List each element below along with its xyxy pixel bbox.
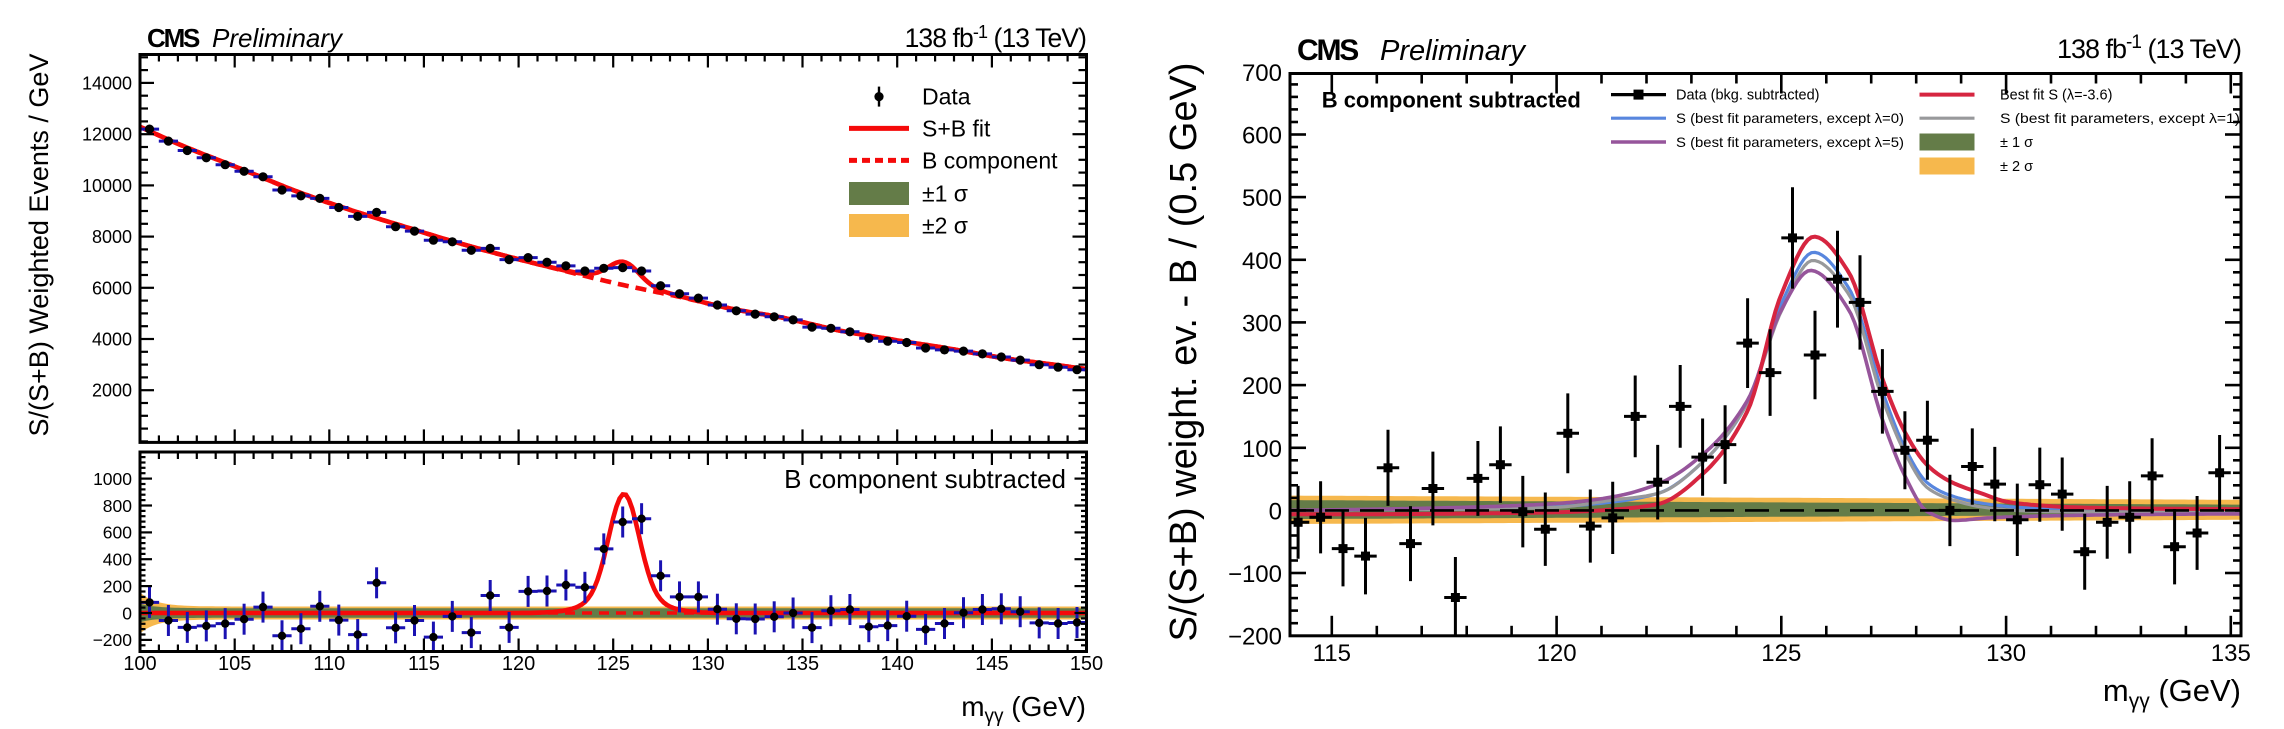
svg-text:1000: 1000 [93, 469, 132, 489]
svg-text:S (best fit parameters, except: S (best fit parameters, except λ=0) [1676, 110, 1904, 126]
svg-text:14000: 14000 [82, 73, 132, 93]
svg-text:100: 100 [1242, 436, 1282, 463]
svg-text:700: 700 [1242, 60, 1282, 87]
svg-text:400: 400 [103, 550, 132, 570]
svg-text:200: 200 [1242, 373, 1282, 400]
svg-text:500: 500 [1242, 185, 1282, 212]
svg-text:Data (bkg. subtracted): Data (bkg. subtracted) [1676, 88, 1819, 104]
svg-text:800: 800 [103, 496, 132, 516]
svg-text:4000: 4000 [92, 330, 132, 350]
svg-text:CMS: CMS [147, 23, 200, 53]
svg-text:400: 400 [1242, 248, 1282, 275]
svg-text:6000: 6000 [92, 278, 132, 298]
svg-text:B component: B component [922, 147, 1058, 173]
svg-text:± 2 σ: ± 2 σ [2000, 159, 2033, 175]
svg-text:120: 120 [1537, 640, 1577, 667]
svg-text:120: 120 [502, 653, 535, 675]
svg-text:−100: −100 [1228, 561, 1282, 588]
svg-text:130: 130 [1986, 640, 2026, 667]
svg-text:125: 125 [597, 653, 630, 675]
svg-text:150: 150 [1070, 653, 1103, 675]
svg-text:±1 σ: ±1 σ [922, 181, 968, 207]
svg-text:600: 600 [1242, 123, 1282, 150]
svg-text:105: 105 [218, 653, 251, 675]
svg-text:S (best fit parameters, except: S (best fit parameters, except λ=5) [1676, 134, 1904, 150]
svg-text:S+B fit: S+B fit [922, 115, 991, 141]
svg-text:135: 135 [786, 653, 819, 675]
svg-text:2000: 2000 [92, 381, 132, 401]
svg-text:110: 110 [313, 653, 345, 675]
svg-text:300: 300 [1242, 310, 1282, 337]
svg-text:115: 115 [1313, 640, 1351, 667]
svg-text:mγγ (GeV): mγγ (GeV) [961, 691, 1086, 727]
svg-text:±2 σ: ±2 σ [922, 213, 968, 239]
svg-text:130: 130 [691, 653, 724, 675]
svg-text:100: 100 [123, 653, 156, 675]
svg-text:mγγ (GeV): mγγ (GeV) [2103, 673, 2241, 713]
svg-text:± 1 σ: ± 1 σ [2000, 135, 2033, 151]
svg-text:−200: −200 [93, 630, 133, 650]
svg-text:0: 0 [1269, 498, 1282, 525]
svg-text:125: 125 [1761, 640, 1801, 667]
svg-text:Preliminary: Preliminary [212, 23, 344, 53]
svg-text:12000: 12000 [82, 125, 132, 145]
svg-text:−200: −200 [1228, 624, 1282, 651]
svg-text:200: 200 [103, 576, 132, 596]
svg-text:115: 115 [408, 653, 440, 675]
svg-text:Preliminary: Preliminary [1380, 35, 1527, 67]
svg-text:138 fb-1 (13 TeV): 138 fb-1 (13 TeV) [905, 22, 1087, 53]
svg-text:138 fb-1 (13 TeV): 138 fb-1 (13 TeV) [2057, 32, 2241, 64]
svg-text:8000: 8000 [92, 227, 132, 247]
svg-text:140: 140 [881, 653, 914, 675]
svg-text:135: 135 [2211, 640, 2251, 667]
svg-text:0: 0 [122, 603, 132, 623]
svg-text:B component subtracted: B component subtracted [784, 464, 1066, 494]
svg-text:Best fit S (λ=-3.6): Best fit S (λ=-3.6) [2000, 88, 2112, 104]
svg-text:CMS: CMS [1297, 34, 1358, 67]
svg-text:Data: Data [922, 84, 971, 110]
svg-text:145: 145 [975, 653, 1008, 675]
svg-text:600: 600 [103, 523, 132, 543]
svg-text:10000: 10000 [82, 176, 132, 196]
svg-text:B component subtracted: B component subtracted [1322, 88, 1581, 113]
svg-text:S/(S+B) weight. ev. - B / (0.5: S/(S+B) weight. ev. - B / (0.5 GeV) [1163, 63, 1205, 642]
svg-text:S/(S+B) Weighted Events / GeV: S/(S+B) Weighted Events / GeV [24, 54, 54, 437]
svg-text:S (best fit parameters, except: S (best fit parameters, except λ=1) [2000, 110, 2240, 126]
